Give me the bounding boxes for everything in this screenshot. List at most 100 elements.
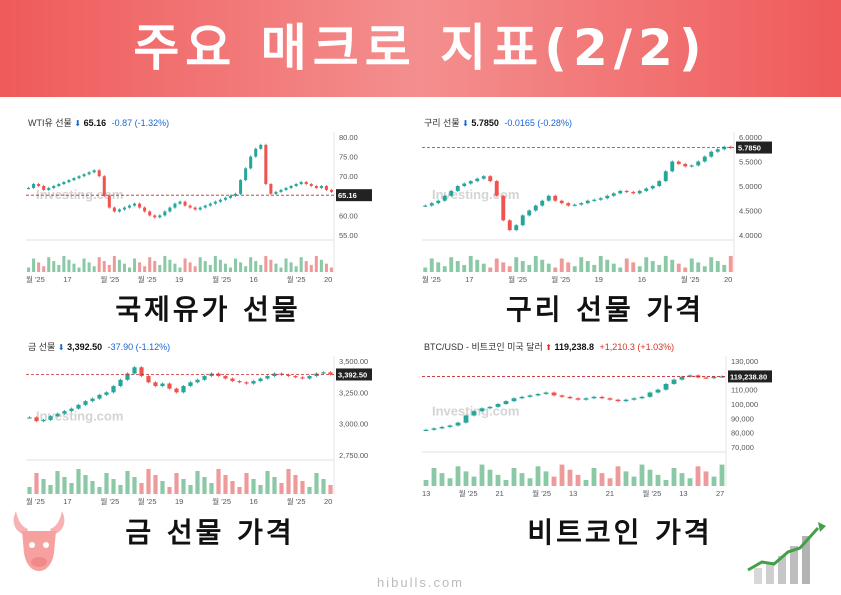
candle: [244, 168, 248, 181]
volume-bar: [676, 263, 681, 272]
volume-bar: [72, 263, 76, 272]
down-arrow-icon: ⬇: [74, 119, 82, 128]
volume-bar: [644, 257, 649, 272]
volume-bar: [479, 464, 485, 486]
volume-bar: [462, 264, 467, 272]
volume-bar: [97, 487, 102, 494]
candle: [503, 401, 509, 404]
candle: [455, 186, 460, 191]
candle: [423, 429, 429, 431]
candle: [479, 408, 485, 412]
volume-bar: [663, 480, 669, 486]
volume-bar: [146, 469, 151, 494]
watermark: Investing.com: [36, 408, 123, 423]
volume-bar: [689, 258, 694, 272]
watermark: Investing.com: [432, 404, 519, 419]
x-tick-label: 월 '25: [459, 488, 478, 498]
x-tick-label: 월 '25: [422, 274, 441, 284]
volume-bar: [178, 267, 182, 272]
volume-bar: [48, 485, 53, 494]
candle: [546, 195, 551, 201]
volume-bar: [289, 262, 293, 272]
chart-panel-copper: 구리 선물 ⬇ 5.7850 -0.0165 (-0.28%) Investin…: [420, 114, 790, 290]
candle: [139, 367, 144, 377]
candle: [77, 176, 81, 179]
candle: [670, 161, 675, 172]
watermark: Investing.com: [36, 187, 123, 202]
candle: [615, 399, 621, 402]
candle: [62, 411, 67, 414]
volume-bar: [719, 464, 725, 486]
x-tick-label: 21: [496, 489, 504, 498]
volume-bar: [188, 485, 193, 494]
candle: [168, 207, 172, 212]
panel-header: 금 선물 ⬇ 3,392.50 -37.90 (-1.12%): [28, 340, 170, 353]
candle: [193, 207, 197, 210]
candle: [709, 151, 714, 157]
volume-bar: [615, 466, 621, 486]
volume-bar: [618, 267, 623, 272]
x-tick-label: 월 '25: [26, 496, 45, 506]
volume-bar: [163, 255, 167, 272]
candle: [183, 201, 187, 206]
candle: [442, 195, 447, 201]
page-title: 주요 매크로 지표(2/2): [133, 19, 708, 77]
candle: [462, 183, 467, 186]
candle: [455, 422, 461, 426]
x-tick-label: 월 '25: [643, 488, 662, 498]
price: 119,238.8: [554, 342, 595, 352]
volume-bar: [223, 263, 227, 272]
volume-bar: [319, 259, 323, 272]
volume-bar: [264, 255, 268, 272]
volume-bar: [139, 483, 144, 494]
volume-bar: [329, 267, 333, 272]
candle: [468, 181, 473, 184]
candle: [244, 382, 249, 384]
candle: [447, 425, 453, 427]
x-tick-label: 13: [569, 489, 577, 498]
bitcoin-chart: Investing.com130,000120,000110,000100,00…: [422, 356, 772, 498]
volume-bar: [314, 473, 319, 494]
candle: [328, 372, 333, 375]
x-tick-label: 월 '25: [138, 274, 157, 284]
candle: [127, 205, 132, 208]
down-arrow-icon: ⬇: [462, 119, 469, 128]
volume-bar: [138, 262, 142, 272]
gold-chart: Investing.com 3,500.00 3,250.00 3,000.00 2,7…: [26, 356, 372, 506]
volume-bar: [299, 257, 303, 272]
chart-panel-bitcoin: BTC/USD - 비트코인 미국 달러 ⬆ 119,238.8 +1,210.…: [420, 338, 790, 506]
volume-bar: [203, 261, 207, 272]
volume-bar: [104, 473, 109, 494]
volume-bar: [527, 478, 533, 486]
x-tick-label: 19: [175, 275, 183, 284]
y-tick-label: 4.5000: [739, 207, 762, 216]
candle: [234, 193, 238, 196]
candle: [533, 205, 538, 211]
volume-bar: [511, 468, 517, 486]
candle: [449, 190, 454, 196]
candle: [264, 144, 268, 185]
candle: [294, 184, 298, 186]
volume-bar: [423, 480, 429, 486]
candle: [314, 186, 318, 188]
candle: [618, 190, 623, 194]
candle: [722, 146, 727, 150]
volume-bar: [423, 267, 428, 272]
volume-bar: [442, 266, 447, 272]
candle: [514, 225, 519, 231]
candle: [495, 404, 501, 407]
candle: [203, 205, 207, 208]
candle: [657, 181, 662, 186]
candle: [300, 377, 305, 379]
candle: [728, 146, 733, 148]
volume-bar: [553, 267, 558, 272]
volume-bar: [174, 473, 179, 494]
volume-bar: [328, 485, 333, 494]
volume-bar: [258, 485, 263, 494]
y-tick-label: 90,000: [731, 414, 754, 423]
caption-gold: 금 선물 가격: [125, 516, 295, 549]
volume-bar: [133, 258, 137, 272]
candle: [676, 161, 681, 164]
candle: [307, 376, 312, 379]
candle: [605, 195, 610, 199]
